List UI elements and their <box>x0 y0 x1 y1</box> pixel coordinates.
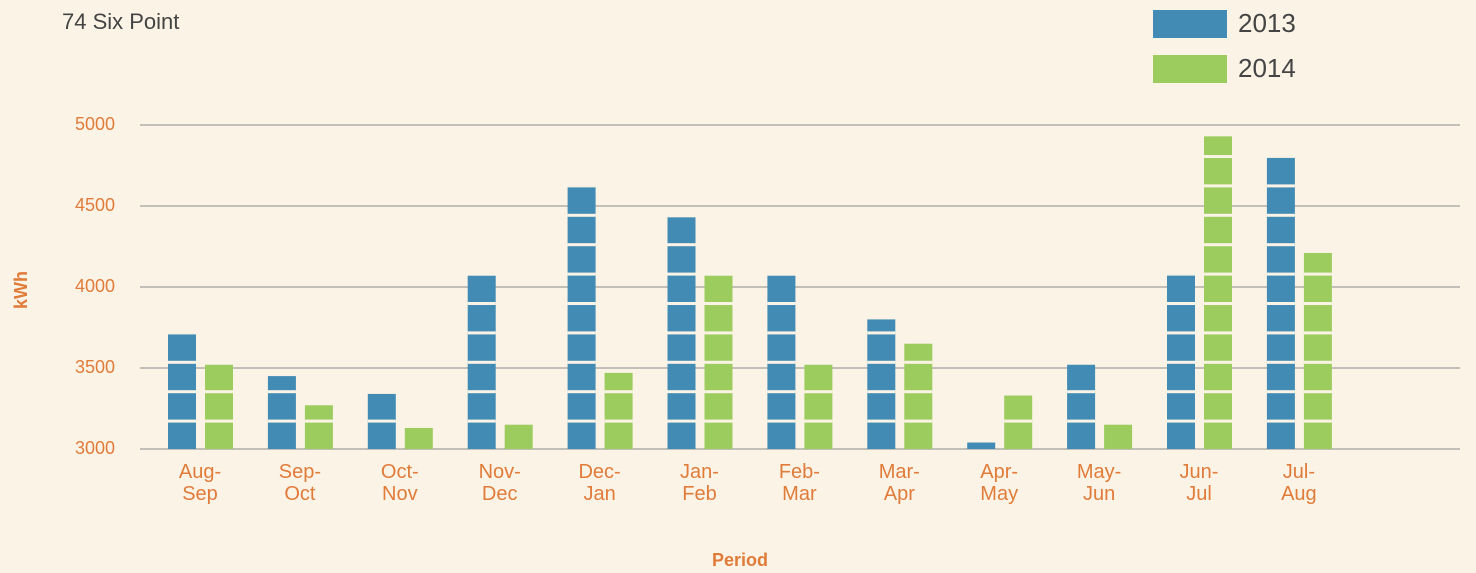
bar-stripes <box>267 376 296 449</box>
bar-stripes <box>1303 252 1332 449</box>
bar-stripes <box>1104 424 1133 449</box>
bar-stripes <box>804 364 833 449</box>
bar-stripes <box>704 275 733 449</box>
x-axis-label: Period <box>712 550 768 570</box>
bar-stripes <box>205 364 233 449</box>
y-tick-label: 3500 <box>75 357 115 377</box>
x-tick-label: Nov- Dec <box>478 461 521 505</box>
bar-stripes <box>767 275 796 449</box>
y-tick-label: 5000 <box>75 114 115 134</box>
x-tick-label: Dec- Jan <box>578 461 621 505</box>
y-tick-label: 3000 <box>75 438 115 458</box>
y-axis-label: kWh <box>11 271 31 309</box>
bar-stripes <box>667 217 696 449</box>
legend-swatch <box>1153 10 1227 38</box>
bar-stripes <box>504 424 533 449</box>
legend-label: 2014 <box>1238 53 1296 83</box>
x-tick-label: Aug- Sep <box>178 461 222 505</box>
bar-stripes <box>168 333 196 449</box>
bar-stripes <box>1167 274 1195 449</box>
bar-stripes <box>404 427 433 449</box>
bar-stripes <box>1266 157 1295 449</box>
y-tick-label: 4000 <box>75 276 115 296</box>
x-tick-label: Jan- Feb <box>680 461 719 505</box>
x-tick-label: Jul- Aug <box>1281 461 1317 505</box>
bar-stripes <box>1204 136 1232 449</box>
bar-stripes <box>467 275 496 449</box>
x-tick-label: Oct- Nov <box>380 461 419 505</box>
x-tick-label: Jun- Jul <box>1179 461 1219 505</box>
bar-stripes <box>604 372 633 449</box>
x-tick-label: Sep- Oct <box>278 461 322 505</box>
x-tick-label: Mar- Apr <box>878 461 920 505</box>
bar-stripes <box>967 442 996 449</box>
bar-stripes <box>867 319 896 449</box>
bar-stripes <box>904 343 933 449</box>
bar-stripes <box>367 393 396 449</box>
legend-swatch <box>1153 55 1227 83</box>
x-tick-label: Apr- May <box>980 461 1019 505</box>
x-tick-label: May- Jun <box>1076 461 1122 505</box>
y-tick-label: 4500 <box>75 195 115 215</box>
bar-stripes <box>1004 395 1033 449</box>
chart-title: 74 Six Point <box>62 9 179 34</box>
bar-stripes <box>304 405 333 449</box>
legend-label: 2013 <box>1238 8 1296 38</box>
bar-stripes <box>1067 364 1096 449</box>
bar-stripes <box>567 186 596 449</box>
x-tick-label: Feb- Mar <box>778 461 820 505</box>
